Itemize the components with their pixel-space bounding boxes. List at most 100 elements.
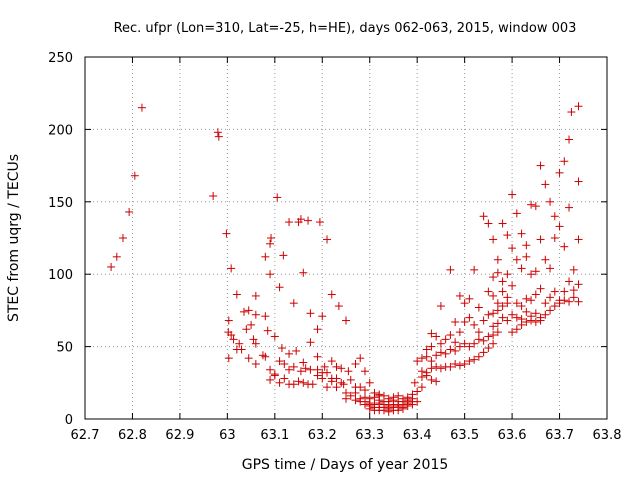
data-point	[474, 352, 483, 361]
data-point	[389, 396, 398, 405]
data-point	[356, 354, 365, 363]
data-point	[313, 325, 322, 334]
data-point	[541, 180, 550, 189]
data-point	[489, 331, 498, 340]
data-point	[546, 264, 555, 273]
data-point	[555, 222, 564, 231]
data-point	[417, 367, 426, 376]
data-point	[301, 364, 310, 373]
y-tick-label: 250	[48, 51, 73, 66]
data-point	[569, 286, 578, 295]
data-point	[536, 161, 545, 170]
data-point	[503, 231, 512, 240]
data-point	[470, 339, 479, 348]
data-point	[304, 216, 313, 225]
data-point	[289, 299, 298, 308]
data-point	[560, 296, 569, 305]
data-point	[285, 365, 294, 374]
data-point	[465, 357, 474, 366]
data-point	[436, 364, 445, 373]
data-point	[427, 357, 436, 366]
data-point	[498, 313, 507, 322]
data-point	[280, 359, 289, 368]
data-point	[527, 316, 536, 325]
data-point	[251, 359, 260, 368]
data-point	[263, 326, 272, 335]
data-point	[137, 103, 146, 112]
data-point	[493, 319, 502, 328]
data-point	[451, 359, 460, 368]
data-point	[489, 322, 498, 331]
data-point	[318, 374, 327, 383]
data-point	[209, 192, 218, 201]
y-tick-label: 50	[56, 341, 73, 356]
data-point	[266, 375, 275, 384]
data-point	[342, 316, 350, 325]
data-point	[427, 375, 436, 384]
data-point	[569, 293, 578, 302]
data-point	[339, 380, 348, 389]
data-point	[484, 344, 493, 353]
data-point	[299, 378, 308, 387]
data-point	[479, 348, 488, 357]
data-point	[277, 344, 286, 353]
data-point	[224, 316, 233, 325]
data-point	[213, 128, 222, 137]
data-point	[574, 297, 583, 306]
data-point	[427, 342, 436, 351]
data-point	[432, 377, 441, 386]
data-point	[327, 290, 336, 299]
data-point	[306, 338, 315, 347]
data-point	[541, 299, 550, 308]
data-point	[320, 362, 329, 371]
data-point	[493, 306, 502, 315]
data-point	[398, 397, 407, 406]
data-point	[296, 215, 305, 224]
data-point	[512, 209, 521, 218]
data-point	[446, 331, 455, 340]
x-tick-label: 63.5	[450, 428, 479, 443]
data-point	[508, 281, 517, 290]
data-point	[569, 265, 578, 274]
data-point	[479, 336, 488, 345]
data-point	[227, 331, 236, 340]
data-point	[308, 380, 317, 389]
data-point	[484, 219, 493, 228]
data-point	[270, 371, 279, 380]
data-point	[313, 371, 322, 380]
data-point	[436, 302, 445, 311]
data-point	[441, 335, 450, 344]
data-point	[289, 362, 298, 371]
data-point	[508, 190, 517, 199]
chart-title: Rec. ufpr (Lon=310, Lat=-25, h=HE), days…	[114, 21, 577, 36]
data-point	[493, 299, 502, 308]
y-tick-label: 100	[48, 268, 73, 283]
data-point	[266, 270, 275, 279]
data-point	[536, 235, 545, 244]
data-point	[427, 329, 436, 338]
data-point	[517, 320, 526, 329]
data-point	[565, 203, 574, 212]
data-point	[451, 338, 460, 347]
data-point	[512, 313, 521, 322]
data-point	[522, 294, 531, 303]
data-point	[432, 351, 441, 360]
data-point	[522, 252, 531, 261]
data-point	[275, 283, 284, 292]
data-point	[266, 239, 275, 248]
data-point	[546, 293, 555, 302]
data-point	[489, 235, 498, 244]
data-point	[251, 310, 260, 319]
data-point	[125, 207, 134, 216]
data-point	[522, 307, 531, 316]
tick-labels: 62.7 62.8 62.9 63 63.1 63.2 63.3 63.4 63.5 63.6 63…	[48, 51, 621, 443]
y-tick-label: 200	[48, 123, 73, 138]
data-point	[332, 362, 341, 371]
data-point	[550, 302, 559, 311]
data-point	[455, 328, 464, 337]
data-point	[346, 375, 355, 384]
data-point	[323, 383, 332, 392]
data-point	[261, 252, 270, 261]
data-point	[408, 394, 417, 403]
